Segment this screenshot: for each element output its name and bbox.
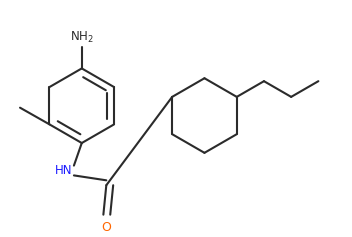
Text: O: O — [101, 221, 111, 233]
Text: HN: HN — [55, 164, 72, 177]
Text: NH$_2$: NH$_2$ — [70, 30, 94, 45]
